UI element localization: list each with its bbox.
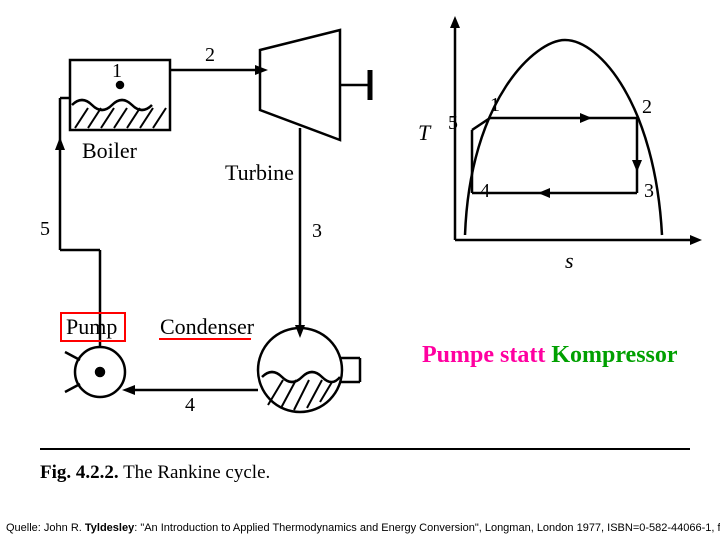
condenser-label: Condenser bbox=[160, 314, 254, 340]
ts-point-1: 1 bbox=[490, 94, 500, 117]
condenser-underline bbox=[159, 338, 251, 340]
ts-point-4: 4 bbox=[480, 180, 490, 203]
annotation: Pumpe statt Kompressor bbox=[422, 342, 678, 369]
source-prefix: Quelle: John R. bbox=[6, 522, 85, 534]
pump-highlight-box bbox=[60, 312, 126, 342]
annotation-part-a: Pumpe statt bbox=[422, 342, 551, 368]
ts-point-5: 5 bbox=[448, 112, 458, 135]
ts-axis-s: s bbox=[565, 248, 574, 274]
divider bbox=[40, 448, 690, 450]
turbine-label: Turbine bbox=[225, 160, 294, 186]
ts-point-3: 3 bbox=[644, 180, 654, 203]
source-author: Tyldesley bbox=[85, 522, 134, 534]
caption-title: The Rankine cycle. bbox=[123, 462, 270, 483]
ts-axis-T: T bbox=[418, 120, 430, 146]
ts-point-2: 2 bbox=[642, 96, 652, 119]
schematic-node-2: 2 bbox=[205, 44, 215, 67]
figure-caption: Fig. 4.2.2. The Rankine cycle. bbox=[40, 462, 270, 484]
source-rest: : "An Introduction to Applied Thermodyna… bbox=[134, 522, 720, 534]
annotation-part-b: Kompressor bbox=[551, 342, 677, 368]
boiler-label: Boiler bbox=[82, 138, 137, 164]
schematic-node-1: 1 bbox=[112, 60, 122, 83]
source-line: Quelle: John R. Tyldesley: "An Introduct… bbox=[6, 522, 714, 534]
schematic-node-4: 4 bbox=[185, 394, 195, 417]
schematic-node-3: 3 bbox=[312, 220, 322, 243]
schematic-node-5: 5 bbox=[40, 218, 50, 241]
ts-diagram bbox=[420, 10, 710, 270]
caption-fig: Fig. 4.2.2. bbox=[40, 462, 119, 483]
